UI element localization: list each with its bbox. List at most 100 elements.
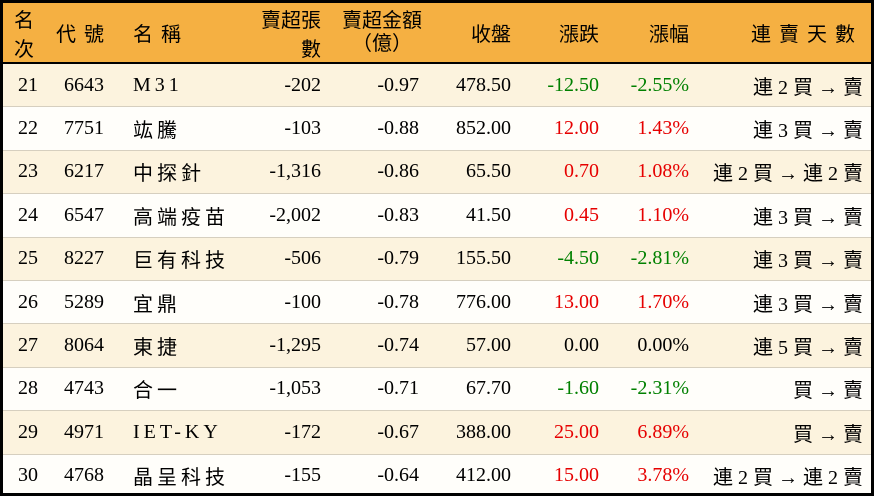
cell-name: 中探針 — [115, 149, 243, 194]
cell-change-pct: -2.31% — [611, 366, 701, 411]
cell-name: 高端疫苗 — [115, 193, 243, 238]
cell-change: -1.60 — [523, 366, 611, 411]
cell-change: -4.50 — [523, 236, 611, 281]
cell-sell-volume: -103 — [243, 106, 333, 151]
table-row: 30 4768 晶呈科技 -155 -0.64 412.00 15.00 3.7… — [3, 453, 871, 493]
col-header-sell-amount-line2: （億） — [352, 32, 412, 55]
col-header-streak: 連賣天數 — [701, 3, 871, 64]
cell-change: 15.00 — [523, 453, 611, 493]
cell-close: 155.50 — [431, 236, 523, 281]
table-body: 21 6643 M31 -202 -0.97 478.50 -12.50 -2.… — [3, 63, 871, 493]
cell-change: -12.50 — [547, 73, 599, 96]
col-header-sell-amount-line1: 賣超金額 — [342, 9, 422, 32]
cell-code: 6643 — [64, 73, 104, 96]
cell-streak: 連 2 買 → 連 2 賣 — [701, 453, 871, 493]
cell-sell-volume: -202 — [284, 73, 321, 96]
table-row: 27 8064 東捷 -1,295 -0.74 57.00 0.00 0.00%… — [3, 323, 871, 368]
cell-streak: 連 3 買 → 賣 — [701, 236, 871, 281]
cell-change-pct: 1.70% — [611, 279, 701, 324]
cell-sell-volume: -1,316 — [243, 149, 333, 194]
col-header-sell-amount: 賣超金額 （億） — [333, 3, 431, 64]
cell-change-pct: 0.00% — [611, 323, 701, 368]
cell-change: 12.00 — [523, 106, 611, 151]
table-row: 25 8227 巨有科技 -506 -0.79 155.50 -4.50 -2.… — [3, 236, 871, 281]
cell-change-pct: 3.78% — [611, 453, 701, 493]
cell-name: 晶呈科技 — [115, 453, 243, 493]
cell-code: 6217 — [53, 149, 115, 194]
cell-close: 388.00 — [431, 410, 523, 455]
cell-sell-volume: -100 — [243, 279, 333, 324]
cell-sell-amount: -0.67 — [333, 410, 431, 455]
cell-close: 852.00 — [431, 106, 523, 151]
cell-sell-amount: -0.86 — [333, 149, 431, 194]
cell-rank: 29 — [3, 410, 53, 455]
cell-streak: 連 5 買 → 賣 — [701, 323, 871, 368]
cell-name: 巨有科技 — [115, 236, 243, 281]
cell-close: 41.50 — [431, 193, 523, 238]
cell-rank: 30 — [3, 453, 53, 493]
cell-streak: 連 3 買 → 賣 — [701, 279, 871, 324]
cell-name: 竑騰 — [115, 106, 243, 151]
table-row: 23 6217 中探針 -1,316 -0.86 65.50 0.70 1.08… — [3, 149, 871, 194]
cell-close: 412.00 — [431, 453, 523, 493]
cell-sell-amount: -0.74 — [333, 323, 431, 368]
cell-code: 8227 — [53, 236, 115, 281]
cell-change-pct: 1.10% — [611, 193, 701, 238]
col-header-code: 代號 — [53, 3, 115, 64]
cell-sell-amount: -0.78 — [333, 279, 431, 324]
cell-streak: 買 → 賣 — [701, 366, 871, 411]
cell-rank: 26 — [3, 279, 53, 324]
table-row: 24 6547 高端疫苗 -2,002 -0.83 41.50 0.45 1.1… — [3, 193, 871, 238]
cell-close: 67.70 — [431, 366, 523, 411]
cell-code: 4971 — [53, 410, 115, 455]
cell-close: 65.50 — [431, 149, 523, 194]
table-row: 21 6643 M31 -202 -0.97 478.50 -12.50 -2.… — [3, 63, 871, 107]
cell-change: 13.00 — [523, 279, 611, 324]
col-header-sell-volume: 賣超張數 — [243, 3, 333, 64]
cell-sell-amount: -0.88 — [333, 106, 431, 151]
cell-close: 478.50 — [456, 73, 511, 96]
cell-sell-amount: -0.83 — [333, 193, 431, 238]
cell-streak: 連 2 買 → 連 2 賣 — [701, 149, 871, 194]
cell-change-pct: 1.43% — [611, 106, 701, 151]
table-row: 29 4971 IET-KY -172 -0.67 388.00 25.00 6… — [3, 410, 871, 455]
cell-name: M31 — [133, 73, 183, 96]
cell-rank: 21 — [18, 73, 38, 96]
cell-sell-volume: -172 — [243, 410, 333, 455]
cell-sell-volume: -155 — [243, 453, 333, 493]
cell-change-pct: 6.89% — [611, 410, 701, 455]
cell-rank: 28 — [3, 366, 53, 411]
cell-sell-volume: -1,053 — [243, 366, 333, 411]
col-header-close: 收盤 — [431, 3, 523, 64]
col-header-name: 名稱 — [115, 3, 243, 64]
cell-streak: 連 3 買 → 賣 — [701, 193, 871, 238]
cell-sell-amount: -0.71 — [333, 366, 431, 411]
cell-change: 0.00 — [523, 323, 611, 368]
cell-name: 宜鼎 — [115, 279, 243, 324]
table-row: 28 4743 合一 -1,053 -0.71 67.70 -1.60 -2.3… — [3, 366, 871, 411]
col-header-change-pct: 漲幅 — [611, 3, 701, 64]
cell-change: 25.00 — [523, 410, 611, 455]
cell-sell-volume: -1,295 — [243, 323, 333, 368]
cell-sell-amount: -0.79 — [333, 236, 431, 281]
cell-streak: 買 → 賣 — [701, 410, 871, 455]
cell-code: 8064 — [53, 323, 115, 368]
col-header-rank: 名次 — [3, 3, 53, 64]
cell-code: 4768 — [53, 453, 115, 493]
cell-streak: 連 2 買 → 賣 — [753, 76, 863, 99]
header-row: 名次 代號 名稱 賣超張數 賣超金額 （億） 收盤 漲跌 漲幅 連賣天數 — [3, 3, 871, 64]
cell-rank: 27 — [3, 323, 53, 368]
cell-close: 57.00 — [431, 323, 523, 368]
cell-rank: 23 — [3, 149, 53, 194]
table-header: 名次 代號 名稱 賣超張數 賣超金額 （億） 收盤 漲跌 漲幅 連賣天數 — [3, 3, 871, 64]
cell-change-pct: -2.81% — [611, 236, 701, 281]
cell-rank: 24 — [3, 193, 53, 238]
cell-code: 6547 — [53, 193, 115, 238]
col-header-change: 漲跌 — [523, 3, 611, 64]
cell-change: 0.70 — [523, 149, 611, 194]
cell-name: 合一 — [115, 366, 243, 411]
cell-code: 5289 — [53, 279, 115, 324]
table-row: 26 5289 宜鼎 -100 -0.78 776.00 13.00 1.70%… — [3, 279, 871, 324]
cell-sell-volume: -506 — [243, 236, 333, 281]
